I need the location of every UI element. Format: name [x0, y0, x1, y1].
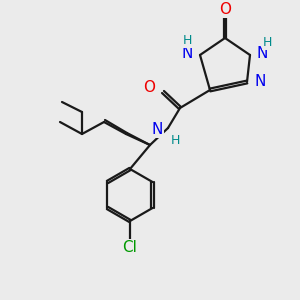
- Text: H: H: [182, 34, 192, 47]
- Text: Cl: Cl: [123, 239, 137, 254]
- Text: H: H: [170, 134, 180, 146]
- Text: N: N: [182, 46, 193, 62]
- Text: O: O: [219, 2, 231, 17]
- Text: H: H: [262, 37, 272, 50]
- Text: N: N: [254, 74, 266, 89]
- Text: N: N: [152, 122, 163, 137]
- Text: O: O: [143, 80, 155, 95]
- Text: N: N: [257, 46, 269, 62]
